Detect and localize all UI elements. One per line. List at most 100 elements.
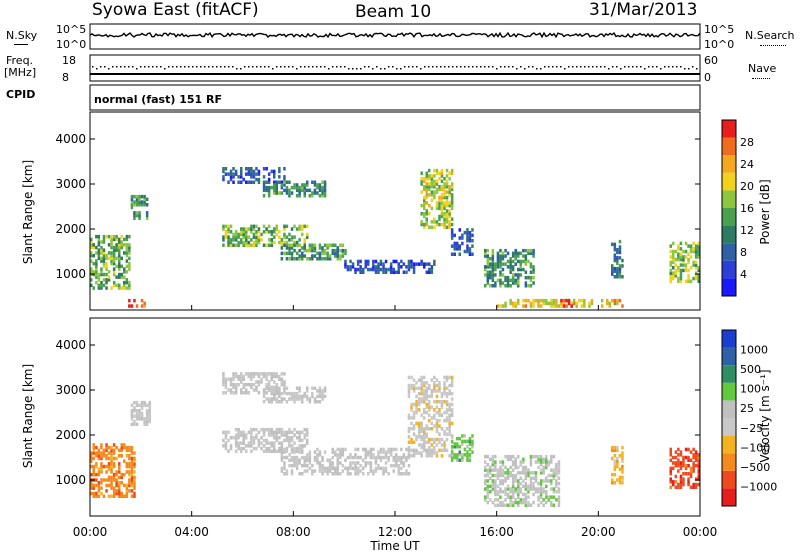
data-cell	[323, 248, 327, 253]
data-cell	[484, 495, 487, 499]
data-cell	[301, 257, 304, 261]
data-cell	[415, 408, 418, 412]
data-cell	[148, 419, 151, 424]
data-cell	[425, 171, 428, 175]
data-cell	[537, 495, 540, 499]
data-cell	[107, 251, 111, 255]
data-cell	[90, 270, 93, 274]
data-cell	[140, 304, 144, 308]
data-cell	[504, 471, 507, 475]
data-cell	[377, 267, 380, 272]
data-cell	[280, 180, 284, 184]
data-cell	[438, 440, 441, 444]
data-cell	[326, 243, 329, 247]
nave-dot	[264, 66, 266, 68]
beam-label: Beam 10	[355, 2, 432, 22]
data-cell	[684, 463, 688, 468]
data-cell	[529, 270, 533, 274]
data-cell	[621, 445, 624, 450]
data-cell	[450, 203, 454, 208]
data-cell	[524, 270, 528, 274]
data-cell	[92, 443, 95, 447]
data-cell	[471, 450, 474, 454]
data-cell	[250, 243, 253, 247]
data-cell	[539, 454, 543, 459]
data-cell	[430, 174, 434, 178]
data-cell	[288, 438, 291, 443]
data-cell	[100, 491, 103, 496]
y-tick-label: 1000	[55, 473, 86, 487]
data-cell	[237, 446, 240, 451]
data-cell	[519, 476, 522, 480]
data-cell	[458, 450, 461, 454]
data-cell	[293, 243, 296, 247]
data-cell	[128, 264, 131, 269]
data-cell	[466, 244, 469, 248]
data-cell	[440, 168, 444, 173]
data-cell	[143, 403, 146, 408]
data-cell	[423, 448, 426, 453]
data-cell	[682, 482, 685, 487]
data-cell	[425, 451, 428, 455]
nave-dot	[128, 66, 130, 68]
nave-dot	[392, 66, 394, 68]
data-cell	[496, 468, 500, 472]
data-cell	[435, 383, 439, 388]
data-cell	[428, 193, 431, 197]
nave-dot	[232, 66, 234, 68]
colorbar-segment	[722, 330, 736, 348]
nave-dot	[508, 66, 510, 68]
data-cell	[672, 249, 675, 254]
nave-dot	[204, 66, 206, 68]
data-cell	[694, 252, 698, 256]
data-cell	[611, 445, 614, 450]
data-cell	[115, 478, 118, 482]
data-cell	[250, 449, 253, 453]
data-cell	[430, 437, 434, 442]
data-cell	[112, 486, 116, 490]
data-cell	[519, 490, 522, 494]
data-cell	[328, 257, 332, 261]
data-cell	[545, 454, 548, 459]
data-cell	[260, 377, 263, 381]
data-cell	[491, 468, 495, 472]
data-cell	[278, 430, 281, 435]
nave-dot	[656, 66, 658, 68]
data-cell	[420, 397, 423, 401]
data-cell	[420, 437, 423, 442]
data-cell	[682, 472, 685, 476]
data-cell	[318, 450, 322, 454]
data-cell	[448, 375, 451, 380]
data-cell	[275, 438, 278, 443]
colorbar-tick-label: 24	[740, 158, 754, 171]
data-cell	[112, 253, 116, 258]
nave-dot	[292, 66, 294, 68]
data-cell	[334, 472, 337, 476]
data-cell	[138, 197, 141, 202]
data-cell	[308, 453, 312, 457]
data-cell	[425, 410, 428, 415]
data-cell	[618, 245, 622, 249]
data-cell	[392, 270, 395, 274]
data-cell	[242, 446, 245, 451]
data-cell	[285, 224, 289, 229]
data-cell	[265, 377, 268, 381]
data-cell	[273, 185, 276, 190]
data-cell	[499, 273, 502, 277]
data-cell	[237, 175, 240, 179]
data-cell	[687, 279, 690, 283]
data-cell	[288, 453, 291, 457]
data-cell	[448, 203, 451, 208]
data-cell	[278, 394, 281, 399]
x-tick-label: 00:00	[73, 525, 108, 539]
data-cell	[298, 389, 301, 393]
nave-dot	[360, 68, 362, 70]
data-cell	[496, 503, 500, 507]
data-cell	[539, 487, 543, 491]
data-cell	[90, 251, 93, 255]
data-cell	[539, 460, 543, 464]
data-cell	[301, 430, 304, 435]
data-cell	[110, 481, 113, 485]
data-cell	[273, 430, 276, 435]
colorbar-segment	[722, 453, 736, 471]
